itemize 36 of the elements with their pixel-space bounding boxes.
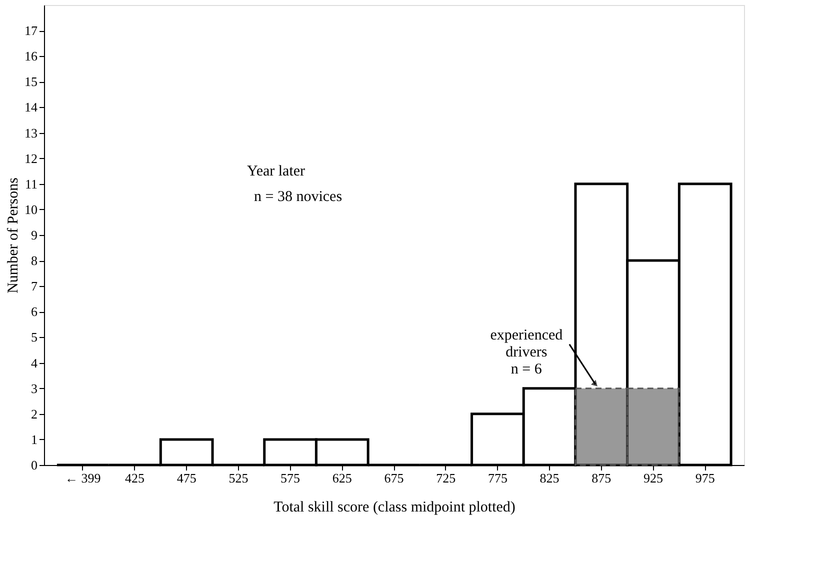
x-tick-label: 925 (644, 470, 664, 486)
y-tick-label: 8 (31, 253, 38, 268)
y-tick-label: 10 (24, 202, 38, 217)
x-tick-label: 525 (228, 470, 248, 486)
x-tick-label: 625 (332, 470, 352, 486)
x-tick-label: 425 (124, 470, 144, 486)
y-axis-title: Number of Persons (6, 177, 22, 294)
x-tick-label: 875 (592, 470, 612, 486)
y-tick-label: 14 (24, 100, 38, 115)
x-tick-label: ← 399 (65, 470, 101, 486)
y-tick-label: 17 (24, 23, 38, 38)
x-tick-label: 475 (176, 470, 196, 486)
y-tick-label: 0 (31, 458, 38, 472)
x-tick-label: 675 (384, 470, 404, 486)
y-tick-label: 6 (31, 304, 38, 320)
x-tick-label: 775 (488, 470, 508, 486)
y-tick-label: 1 (31, 432, 38, 447)
y-tick-label: 3 (31, 380, 38, 396)
y-tick-label: 11 (24, 176, 38, 192)
annotation: Year later (247, 164, 306, 180)
y-tick-label: 16 (24, 48, 38, 64)
y-tick-label: 7 (31, 278, 38, 294)
x-tick-label: 575 (280, 470, 300, 486)
y-tick-label: 12 (24, 150, 38, 166)
y-tick-label: 15 (24, 74, 38, 90)
x-axis-title: Total skill score (class midpoint plotted) (274, 500, 516, 516)
x-tick-label: 975 (695, 470, 715, 486)
y-tick-label: 2 (31, 406, 38, 422)
y-tick-label: 13 (24, 125, 38, 140)
y-tick-label: 9 (31, 228, 38, 242)
y-tick-label: 5 (31, 330, 38, 345)
x-tick-label: 825 (540, 470, 560, 486)
annotation: n = 38 novices (254, 189, 342, 205)
x-tick-label: 725 (436, 470, 456, 486)
y-tick-label: 4 (31, 355, 38, 370)
annotation: experienced drivers n = 6 (490, 327, 564, 378)
